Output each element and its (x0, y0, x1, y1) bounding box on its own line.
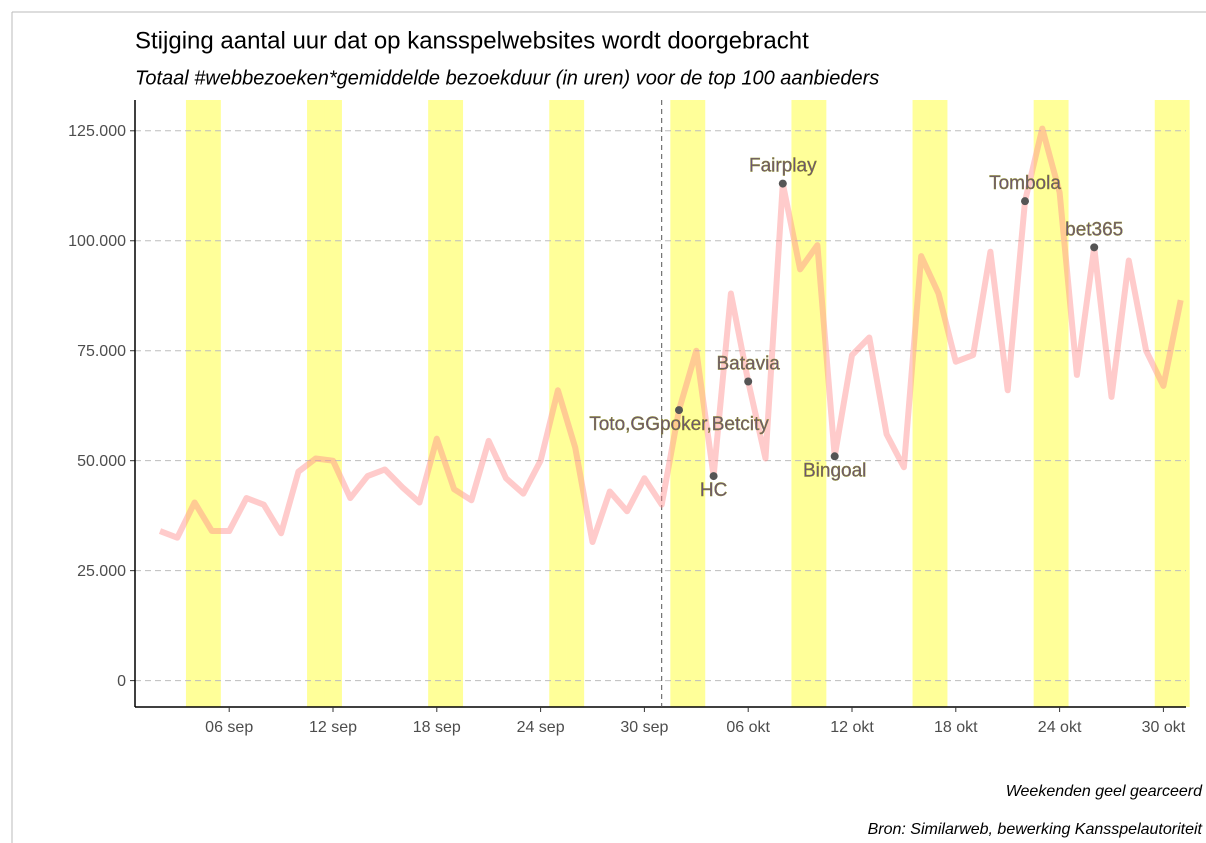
x-tick-label: 18 sep (413, 719, 461, 736)
x-tick-label: 24 sep (517, 719, 565, 736)
x-tick-label: 30 okt (1142, 719, 1186, 736)
weekend-band (185, 100, 204, 707)
annotation-point (778, 179, 787, 188)
chart-title: Stijging aantal uur dat op kansspelwebsi… (135, 27, 809, 54)
x-tick-label: 18 okt (934, 719, 978, 736)
weekend-band (549, 100, 567, 707)
weekend-band (687, 100, 706, 707)
weekend-band (1050, 100, 1069, 707)
annotation-point (709, 472, 718, 481)
weekend-band (203, 100, 221, 707)
annotation-label: Batavia (717, 354, 781, 375)
weekend-band (929, 100, 948, 707)
annotation-label: Bingoal (803, 460, 866, 481)
annotation-label: Fairplay (749, 156, 817, 177)
x-tick-label: 06 sep (205, 719, 253, 736)
annotation-label: HC (700, 480, 727, 501)
y-tick-label: 100.000 (68, 233, 126, 250)
weekend-band (324, 100, 342, 707)
weekend-band (428, 100, 446, 707)
x-tick-label: 12 okt (830, 719, 874, 736)
annotation-point (1090, 243, 1099, 252)
grid: 0 25.000 50.000 75.000 100.000 125.000 06 sep 1… (68, 100, 1186, 736)
annotation-point (830, 452, 839, 461)
y-tick-label: 50.000 (77, 453, 126, 470)
weekend-band (670, 100, 688, 707)
plot: Toto,GGpoker,Betcity HC Batavia Fairplay Bin… (158, 100, 1184, 707)
weekend-band (1172, 100, 1190, 707)
caption: Weekenden geel gearceerd (1006, 783, 1203, 800)
weekend-band (445, 100, 464, 707)
weekend-band (307, 100, 325, 707)
y-tick-label: 75.000 (77, 343, 126, 360)
weekend-band (808, 100, 827, 707)
annotation-point (1021, 197, 1029, 206)
x-tick-label: 24 okt (1038, 719, 1082, 736)
y-tick-label: 0 (117, 673, 126, 690)
caption: Bron: Similarweb, bewerking Kansspelauto… (868, 821, 1203, 838)
x-tick-label: 06 okt (726, 719, 770, 736)
weekend-band (912, 100, 931, 707)
annotation-label: bet365 (1065, 219, 1123, 240)
y-tick-label: 125.000 (68, 123, 126, 140)
weekend-band (566, 100, 585, 707)
weekend-band (791, 100, 810, 707)
chart-subtitle: Totaal #webbezoeken*gemiddelde bezoekduu… (135, 67, 879, 89)
x-tick-label: 12 sep (309, 719, 357, 736)
line (158, 125, 1184, 546)
annotation-label: Toto,GGpoker,Betcity (589, 414, 769, 435)
annotation-point (675, 406, 683, 415)
weekend-bands (185, 100, 1190, 707)
annotation-label: Tombola (989, 173, 1061, 194)
x-tick-label: 30 sep (620, 719, 668, 736)
weekend-band (1154, 100, 1173, 707)
y-tick-label: 25.000 (77, 563, 126, 580)
weekend-band (1033, 100, 1052, 707)
annotation-point (744, 377, 753, 386)
